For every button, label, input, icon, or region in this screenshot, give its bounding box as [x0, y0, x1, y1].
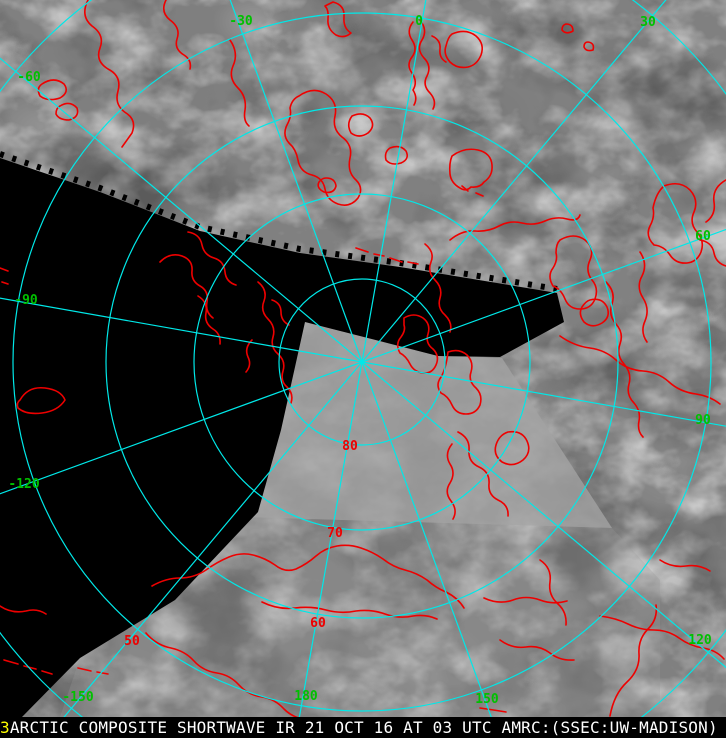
- lat-label-50: 50: [124, 634, 140, 649]
- lon-label-180: 180: [294, 689, 318, 704]
- latitude-circle-70: [193, 193, 531, 531]
- lon-label--30: -30: [229, 14, 253, 29]
- no-data-wedge: [0, 158, 564, 717]
- lat-label-70: 70: [327, 526, 343, 541]
- latitude-circle-80: [278, 278, 446, 446]
- no-data-wedge-jagged-edge: [0, 151, 558, 292]
- lon-label-120: 120: [688, 633, 712, 648]
- map-labels-layer: 0 30 -30 60 90 120 150 180 -150 -120 -90 -60 80 70 60 5…: [8, 14, 712, 707]
- lon-label--60: -60: [17, 70, 41, 85]
- lon-label-30: 30: [640, 15, 656, 30]
- center-pass-sector: [240, 322, 612, 528]
- lat-label-60: 60: [310, 616, 326, 631]
- latitude-circle-60: [105, 105, 619, 619]
- meridian--120: [0, 361, 363, 495]
- meridian-60: [361, 228, 726, 363]
- map-overlay: 0 30 -30 60 90 120 150 180 -150 -120 -90 -60 80 70 60 5…: [0, 0, 726, 717]
- lon-label--90: -90: [14, 293, 38, 308]
- lon-label--120: -120: [8, 477, 39, 492]
- lon-label-150: 150: [475, 692, 499, 707]
- lon-label-90: 90: [695, 413, 711, 428]
- meridian-120: [361, 361, 726, 669]
- meridian--150: [63, 361, 363, 717]
- latitude-circle-50: [12, 12, 712, 712]
- lat-label-80: 80: [342, 439, 358, 454]
- meridian-180: [298, 361, 363, 717]
- caption-bar: 3 ARCTIC COMPOSITE SHORTWAVE IR 21 OCT 1…: [0, 717, 726, 738]
- meridian-30: [361, 0, 667, 363]
- meridian--90: [0, 297, 363, 363]
- lon-label--150: -150: [62, 690, 93, 705]
- meridian-150: [361, 361, 492, 717]
- frame-number: 3: [0, 718, 10, 737]
- meridian-0: [361, 0, 427, 363]
- lon-label-60: 60: [695, 229, 711, 244]
- lon-label-0: 0: [415, 14, 423, 29]
- meridian-90: [361, 361, 726, 427]
- meridian--30: [229, 0, 363, 363]
- graticule-layer: [0, 0, 726, 717]
- meridian--60: [0, 57, 363, 363]
- caption-text: ARCTIC COMPOSITE SHORTWAVE IR 21 OCT 16 …: [9, 718, 718, 737]
